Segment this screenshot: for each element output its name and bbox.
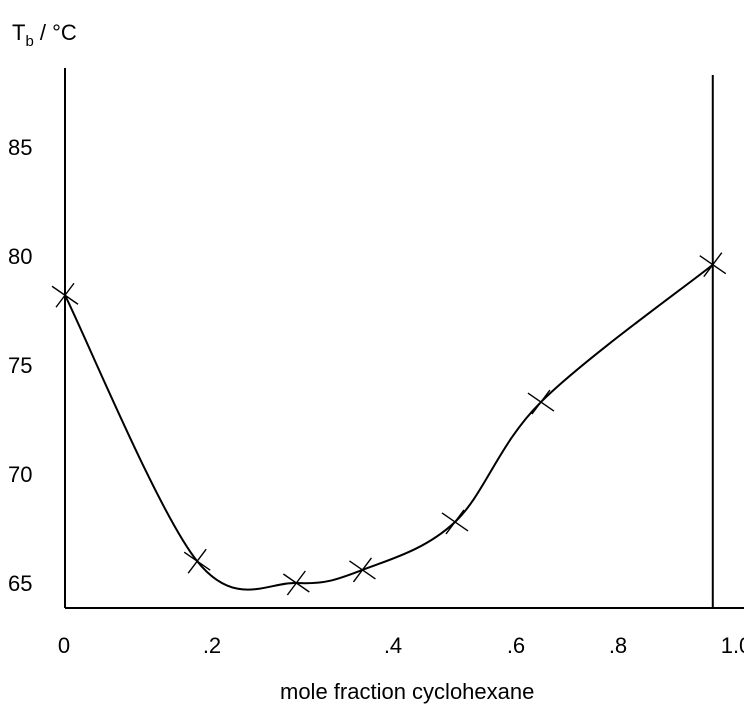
- axes: [64, 68, 744, 609]
- y-axis-title-unit: / °C: [34, 20, 77, 45]
- data-point: [349, 557, 376, 583]
- y-tick-label: 70: [8, 462, 32, 487]
- series-curve: [64, 263, 714, 591]
- y-tick-label: 80: [8, 244, 32, 269]
- y-axis-title-main: T: [12, 20, 25, 45]
- x-tick-label: 0: [58, 633, 70, 658]
- x-tick-label: .6: [507, 633, 525, 658]
- y-tick-label: 75: [8, 353, 32, 378]
- data-point: [699, 252, 727, 278]
- y-tick-labels: 65 70 75 80 85: [8, 135, 32, 596]
- series-markers: [51, 252, 727, 596]
- y-tick-label: 65: [8, 571, 32, 596]
- x-axis-title: mole fraction cyclohexane: [280, 679, 534, 704]
- x-tick-labels: 0 .2 .4 .6 .8 1.0: [58, 633, 744, 658]
- y-axis-title-subscript: b: [25, 33, 33, 50]
- data-point: [51, 282, 79, 308]
- x-tick-label: .8: [609, 633, 627, 658]
- x-tick-label: 1.0: [721, 633, 744, 658]
- data-point: [282, 570, 310, 596]
- y-axis-title: Tb / °C: [12, 20, 77, 50]
- series-line: [64, 263, 714, 591]
- x-tick-label: .4: [384, 633, 402, 658]
- data-point: [527, 389, 555, 415]
- data-point: [441, 509, 469, 535]
- data-point: [183, 548, 211, 574]
- x-tick-label: .2: [203, 633, 221, 658]
- y-tick-label: 85: [8, 135, 32, 160]
